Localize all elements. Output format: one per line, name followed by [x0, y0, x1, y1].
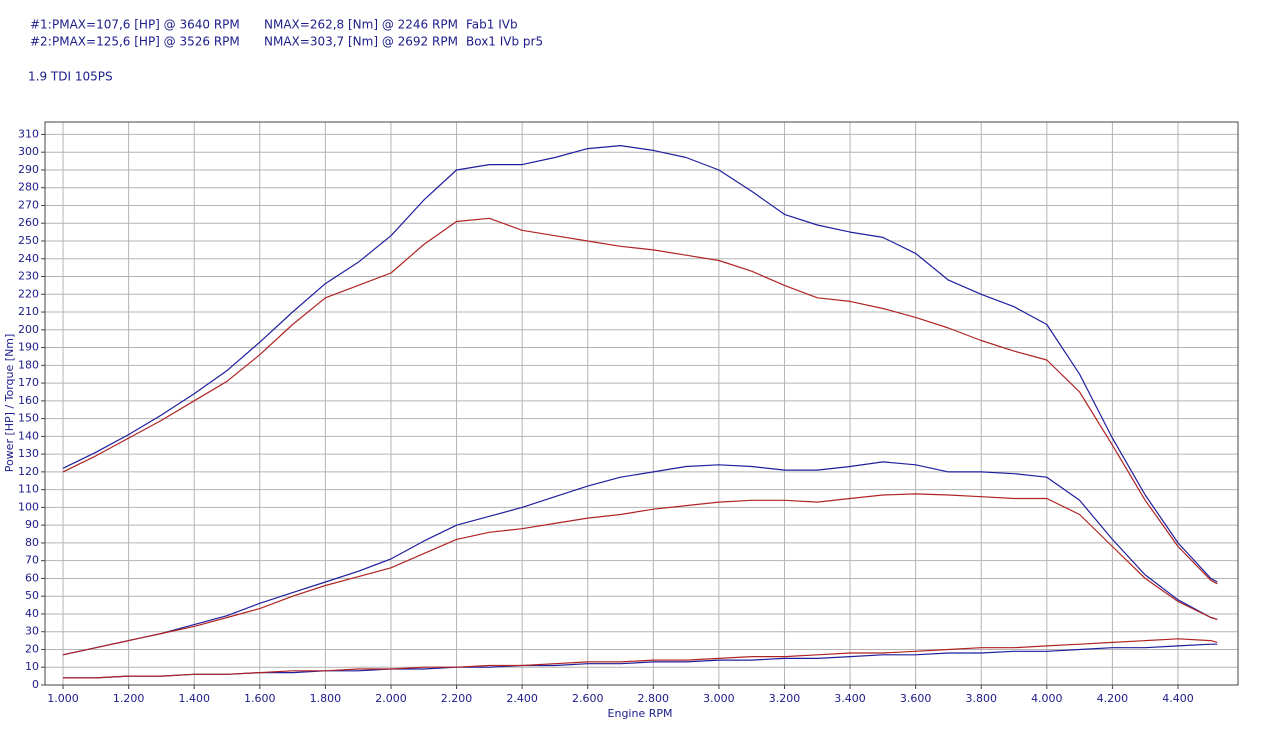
y-tick-label: 210: [18, 305, 39, 318]
y-tick-label: 250: [18, 234, 39, 247]
y-tick-label: 190: [18, 341, 39, 354]
header-text: PMAX=125,6 [HP] @ 3526 RPM: [52, 35, 240, 49]
y-tick-label: 150: [18, 412, 39, 425]
y-tick-label: 200: [18, 323, 39, 336]
header-text: NMAX=262,8 [Nm] @ 2246 RPM: [264, 18, 458, 32]
header-text: #2:: [30, 35, 52, 49]
subtitle: 1.9 TDI 105PS: [28, 70, 113, 84]
x-tick-label: 3.200: [769, 692, 801, 705]
y-tick-label: 110: [18, 483, 39, 496]
y-tick-label: 290: [18, 163, 39, 176]
x-tick-label: 3.400: [834, 692, 866, 705]
y-tick-label: 220: [18, 287, 39, 300]
y-tick-label: 30: [25, 625, 39, 638]
x-tick-label: 1.000: [47, 692, 79, 705]
y-tick-label: 10: [25, 660, 39, 673]
data-line: [62, 145, 1218, 583]
y-tick-label: 240: [18, 252, 39, 265]
y-tick-label: 100: [18, 500, 39, 513]
x-tick-label: 4.000: [1031, 692, 1063, 705]
header-text: #1:: [30, 18, 52, 32]
x-tick-label: 3.000: [703, 692, 735, 705]
plot-area: [45, 122, 1238, 685]
y-tick-label: 160: [18, 394, 39, 407]
header-text: PMAX=107,6 [HP] @ 3640 RPM: [52, 18, 240, 32]
header-text: NMAX=303,7 [Nm] @ 2692 RPM: [264, 35, 458, 49]
x-axis-label: Engine RPM: [608, 707, 673, 720]
x-tick-label: 2.000: [375, 692, 407, 705]
x-tick-label: 1.400: [178, 692, 210, 705]
y-tick-label: 50: [25, 589, 39, 602]
x-tick-label: 1.600: [244, 692, 276, 705]
x-tick-label: 2.600: [572, 692, 604, 705]
header-text: Box1 IVb pr5: [466, 35, 543, 49]
y-tick-label: 310: [18, 127, 39, 140]
y-tick-label: 40: [25, 607, 39, 620]
y-tick-label: 180: [18, 358, 39, 371]
y-tick-label: 300: [18, 145, 39, 158]
x-tick-label: 2.800: [638, 692, 670, 705]
x-tick-label: 2.200: [441, 692, 473, 705]
y-tick-label: 270: [18, 198, 39, 211]
y-tick-label: 130: [18, 447, 39, 460]
data-line: [63, 638, 1218, 679]
plot-frame: [44, 121, 1239, 686]
x-tick-label: 4.400: [1162, 692, 1194, 705]
y-tick-label: 170: [18, 376, 39, 389]
y-tick-label: 60: [25, 571, 39, 584]
data-line: [62, 461, 1218, 656]
y-tick-label: 70: [25, 554, 39, 567]
x-tick-label: 1.200: [113, 692, 145, 705]
header-text: Fab1 IVb: [466, 18, 518, 32]
y-tick-label: 120: [18, 465, 39, 478]
x-tick-label: 3.800: [965, 692, 997, 705]
y-tick-label: 20: [25, 642, 39, 655]
x-tick-label: 1.800: [310, 692, 342, 705]
data-line: [62, 217, 1218, 585]
x-tick-label: 4.200: [1097, 692, 1129, 705]
y-tick-label: 80: [25, 536, 39, 549]
x-tick-label: 2.400: [506, 692, 538, 705]
y-axis-label: Power [HP] / Torque [Nm]: [3, 334, 16, 473]
y-tick-label: 140: [18, 429, 39, 442]
y-tick-label: 260: [18, 216, 39, 229]
data-line: [62, 493, 1218, 656]
x-tick-label: 3.600: [900, 692, 932, 705]
y-tick-label: 0: [32, 678, 39, 691]
y-tick-label: 280: [18, 181, 39, 194]
y-tick-label: 230: [18, 270, 39, 283]
y-tick-label: 90: [25, 518, 39, 531]
